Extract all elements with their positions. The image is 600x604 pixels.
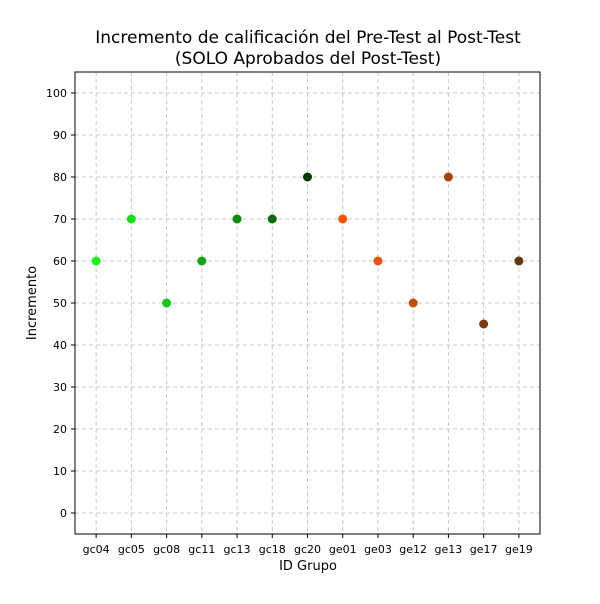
data-point xyxy=(514,256,524,266)
plot-frame xyxy=(74,71,541,535)
y-tick-label: 90 xyxy=(53,129,67,142)
x-tick-label: gc13 xyxy=(224,543,251,556)
y-tick-label: 10 xyxy=(53,465,67,478)
data-point xyxy=(91,256,101,266)
x-tick-label: gc20 xyxy=(294,543,321,556)
y-axis-label: Incremento xyxy=(25,266,40,340)
x-tick-label: gc11 xyxy=(188,543,215,556)
x-tick-label: ge03 xyxy=(364,543,392,556)
y-tick-label: 70 xyxy=(53,213,67,226)
x-tick-label: gc04 xyxy=(83,543,110,556)
chart-subtitle: (SOLO Aprobados del Post-Test) xyxy=(175,49,441,69)
data-point xyxy=(479,319,489,329)
x-tick-label: gc08 xyxy=(153,543,180,556)
x-tick-label: ge13 xyxy=(435,543,463,556)
grid-lines xyxy=(75,72,540,534)
y-tick-label: 0 xyxy=(60,507,67,520)
data-point xyxy=(443,172,453,182)
x-axis-ticks: gc04 gc05 gc08 gc11 gc13 gc18 gc20 ge01 ge03 ge12… xyxy=(83,534,533,556)
x-axis-label: ID Grupo xyxy=(279,559,337,574)
data-point xyxy=(408,298,418,308)
data-point xyxy=(303,172,312,182)
y-tick-label: 30 xyxy=(53,381,67,394)
data-point xyxy=(126,214,136,224)
data-point xyxy=(162,298,172,308)
x-tick-label: ge01 xyxy=(329,543,357,556)
chart-title: Incremento de calificación del Pre-Test … xyxy=(95,28,521,48)
data-point xyxy=(373,256,383,266)
y-tick-label: 50 xyxy=(53,297,67,310)
x-tick-label: ge12 xyxy=(399,543,427,556)
y-tick-label: 100 xyxy=(46,87,67,100)
data-point xyxy=(338,214,348,224)
data-point xyxy=(232,214,242,224)
y-tick-label: 60 xyxy=(53,255,67,268)
y-axis-ticks: 0 10 20 30 40 50 60 70 80 90 100 xyxy=(46,87,75,520)
data-point xyxy=(197,256,207,266)
y-tick-label: 20 xyxy=(53,423,67,436)
data-point xyxy=(267,214,277,224)
x-tick-label: ge17 xyxy=(470,543,498,556)
x-tick-label: gc05 xyxy=(118,543,145,556)
y-tick-label: 80 xyxy=(53,171,67,184)
x-tick-label: gc18 xyxy=(259,543,286,556)
x-tick-label: ge19 xyxy=(505,543,533,556)
data-points xyxy=(91,172,524,329)
y-tick-label: 40 xyxy=(53,339,67,352)
